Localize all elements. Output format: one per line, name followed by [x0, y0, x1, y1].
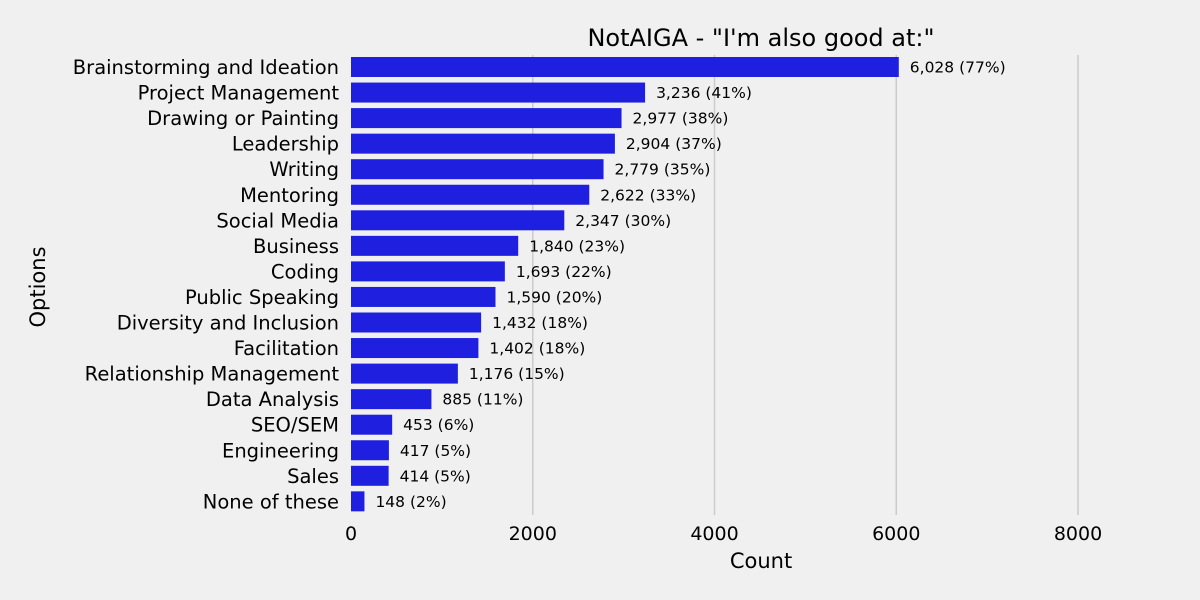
bar-value-label: 414 (5%) — [400, 467, 471, 485]
category-label: Leadership — [232, 133, 339, 156]
bar — [351, 261, 505, 282]
bar-value-label: 2,622 (33%) — [600, 186, 696, 204]
chart-title: NotAIGA - "I'm also good at:" — [587, 24, 934, 52]
y-axis-label: Options — [26, 246, 50, 327]
bar-value-label: 1,402 (18%) — [489, 340, 585, 358]
category-label: Facilitation — [234, 337, 339, 360]
bar-value-label: 1,693 (22%) — [516, 263, 612, 281]
bar — [351, 363, 458, 384]
x-axis-label: Count — [730, 549, 792, 573]
bar-value-label: 453 (6%) — [403, 416, 474, 434]
category-label: Engineering — [222, 439, 339, 462]
category-label: Data Analysis — [206, 388, 339, 411]
x-tick-labels: 0 2000 4000 6000 8000 — [345, 523, 1102, 545]
bar-value-label: 1,176 (15%) — [469, 365, 565, 383]
bar-value-label: 2,779 (35%) — [615, 161, 711, 179]
category-label: Writing — [269, 158, 339, 181]
category-label: SEO/SEM — [251, 414, 339, 437]
x-tick-label: 0 — [345, 523, 357, 545]
bar — [351, 184, 590, 205]
bar-value-label: 1,590 (20%) — [506, 288, 602, 306]
bar — [351, 389, 432, 410]
category-label: None of these — [203, 490, 339, 513]
category-label: Diversity and Inclusion — [117, 312, 339, 335]
category-label: Social Media — [216, 209, 339, 232]
x-tick-label: 2000 — [509, 523, 557, 545]
bar — [351, 491, 365, 512]
bar-value-label: 6,028 (77%) — [910, 59, 1006, 77]
bars — [351, 57, 899, 512]
category-labels: Brainstorming and Ideation Project Manage… — [73, 56, 340, 513]
bar — [351, 440, 389, 461]
bar-value-label: 417 (5%) — [400, 442, 471, 460]
category-label: Brainstorming and Ideation — [73, 56, 339, 79]
category-label: Mentoring — [240, 184, 339, 207]
bar-value-label: 148 (2%) — [375, 493, 446, 511]
bar — [351, 286, 496, 307]
category-label: Coding — [271, 260, 339, 283]
bar-value-label: 885 (11%) — [442, 391, 523, 409]
x-tick-label: 8000 — [1054, 523, 1102, 545]
bar — [351, 108, 622, 129]
bar-value-label: 2,904 (37%) — [626, 135, 722, 153]
bar — [351, 235, 519, 256]
bar — [351, 414, 393, 435]
x-tick-label: 6000 — [872, 523, 920, 545]
bar-value-label: 3,236 (41%) — [656, 84, 752, 102]
bar-value-label: 1,432 (18%) — [492, 314, 588, 332]
bar — [351, 338, 479, 359]
category-label: Drawing or Painting — [147, 107, 339, 130]
bar — [351, 465, 389, 486]
grid-lines — [532, 55, 1079, 515]
bar — [351, 312, 482, 333]
bar — [351, 133, 615, 154]
bar — [351, 82, 646, 103]
bar — [351, 57, 899, 77]
bar-value-label: 2,347 (30%) — [575, 212, 671, 230]
bar-labels: 6,028 (77%) 3,236 (41%) 2,977 (38%) 2,904 (… — [375, 59, 1005, 511]
bar — [351, 210, 565, 231]
category-label: Sales — [287, 465, 339, 488]
bar-value-label: 1,840 (23%) — [529, 237, 625, 255]
category-label: Public Speaking — [185, 286, 339, 309]
category-label: Business — [253, 235, 339, 258]
category-label: Relationship Management — [85, 363, 340, 386]
bar-value-label: 2,977 (38%) — [633, 110, 729, 128]
x-tick-label: 4000 — [690, 523, 738, 545]
category-label: Project Management — [138, 82, 340, 105]
bar — [351, 159, 604, 180]
